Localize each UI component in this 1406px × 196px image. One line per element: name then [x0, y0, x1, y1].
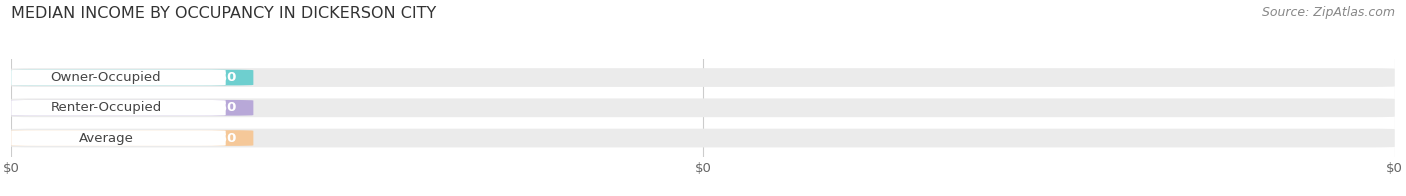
FancyBboxPatch shape — [11, 100, 226, 116]
Text: Average: Average — [79, 132, 134, 144]
FancyBboxPatch shape — [11, 130, 226, 146]
FancyBboxPatch shape — [11, 70, 226, 85]
Text: MEDIAN INCOME BY OCCUPANCY IN DICKERSON CITY: MEDIAN INCOME BY OCCUPANCY IN DICKERSON … — [11, 6, 436, 21]
FancyBboxPatch shape — [11, 130, 253, 146]
FancyBboxPatch shape — [11, 100, 253, 116]
Text: Owner-Occupied: Owner-Occupied — [51, 71, 162, 84]
Text: $0: $0 — [218, 132, 236, 144]
Text: Source: ZipAtlas.com: Source: ZipAtlas.com — [1261, 6, 1395, 19]
Text: $0: $0 — [218, 101, 236, 114]
Text: $0: $0 — [218, 71, 236, 84]
FancyBboxPatch shape — [11, 129, 1395, 147]
FancyBboxPatch shape — [11, 68, 1395, 87]
Text: Renter-Occupied: Renter-Occupied — [51, 101, 162, 114]
FancyBboxPatch shape — [11, 70, 253, 85]
FancyBboxPatch shape — [11, 98, 1395, 117]
